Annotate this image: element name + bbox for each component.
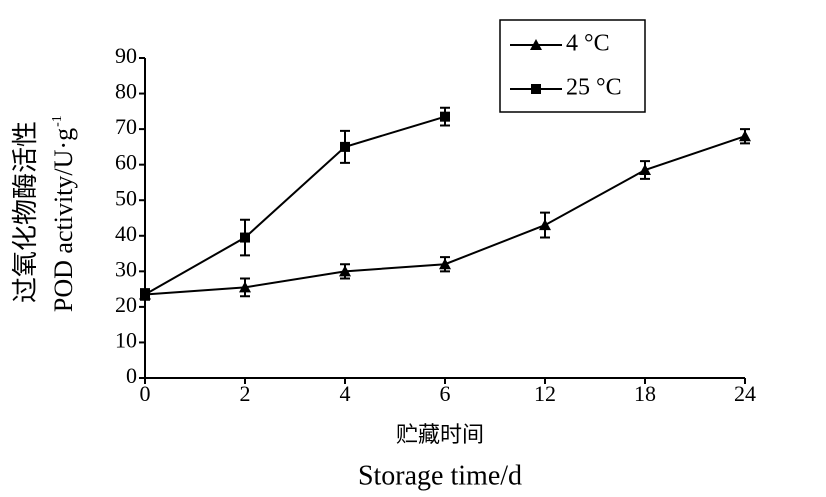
x-tick-label: 24	[734, 381, 756, 406]
y-tick-label: 20	[115, 292, 137, 317]
legend-label: 25 °C	[566, 75, 622, 101]
marker	[340, 141, 350, 152]
y-tick-label: 80	[115, 79, 137, 104]
x-tick-label: 4	[340, 381, 351, 406]
marker	[339, 265, 351, 277]
x-tick-label: 18	[634, 381, 656, 406]
marker	[439, 258, 451, 270]
marker	[639, 164, 651, 175]
marker	[531, 84, 541, 94]
marker	[739, 130, 751, 142]
legend-box	[499, 19, 646, 113]
y-axis-label-cn: 过氧化物酶活性	[11, 121, 40, 303]
y-tick-label: 90	[115, 43, 137, 68]
x-axis-label-cn: 贮藏时间	[396, 422, 484, 447]
marker	[539, 219, 551, 231]
x-axis-label-en: Storage time/d	[358, 460, 522, 491]
marker	[239, 281, 251, 293]
y-tick-label: 70	[115, 114, 137, 139]
y-tick-label: 40	[115, 221, 137, 246]
x-tick-label: 0	[140, 381, 151, 406]
marker	[530, 39, 542, 50]
y-tick-label: 50	[115, 185, 137, 210]
y-tick-label: 30	[115, 256, 137, 281]
marker	[240, 232, 250, 243]
y-tick-label: 60	[115, 150, 137, 175]
x-tick-label: 2	[240, 381, 251, 406]
y-tick-label: 10	[115, 327, 137, 352]
series-line	[144, 115, 446, 296]
marker	[440, 111, 450, 122]
marker	[140, 289, 150, 300]
legend-label: 4 °C	[566, 31, 610, 57]
y-axis-label-en: POD activity/U·g	[49, 128, 78, 312]
x-tick-label: 6	[440, 381, 451, 406]
x-tick-label: 12	[534, 381, 556, 406]
y-tick-label: 0	[126, 363, 137, 388]
y-axis-label-sup: -1	[50, 115, 65, 127]
